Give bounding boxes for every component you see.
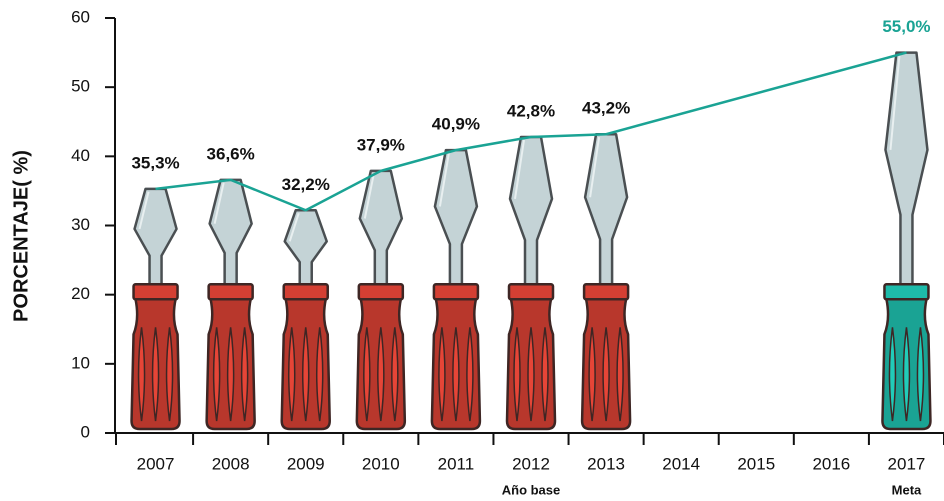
handle-groove	[226, 327, 235, 422]
x-tick-label: 2010	[362, 454, 400, 473]
handle-groove	[452, 327, 460, 422]
collar	[582, 283, 630, 301]
handle-groove	[240, 327, 249, 422]
x-tick-label: 2014	[662, 454, 700, 473]
screwdriver	[881, 51, 932, 431]
screwdriver	[505, 135, 557, 431]
handle-groove	[438, 327, 446, 422]
handle-groove	[363, 327, 371, 422]
y-tick-label: 10	[71, 353, 90, 372]
screwdriver	[430, 148, 482, 431]
y-tick-label: 0	[81, 422, 90, 441]
collar	[883, 283, 930, 301]
blade	[433, 148, 479, 286]
value-label: 37,9%	[357, 135, 405, 154]
blade	[133, 187, 178, 286]
collar	[357, 283, 405, 301]
blade	[884, 51, 929, 286]
value-label: 43,2%	[582, 99, 630, 118]
value-label: 36,6%	[207, 144, 255, 163]
handle-groove	[616, 327, 624, 422]
handle-groove	[888, 327, 897, 422]
handle-groove	[301, 327, 310, 422]
screwdriver	[580, 132, 632, 431]
handle-groove	[466, 327, 474, 422]
blade-edge	[514, 139, 525, 199]
blade	[583, 132, 629, 286]
handle-groove	[527, 327, 535, 422]
collar	[507, 283, 555, 301]
handle-groove	[151, 327, 160, 422]
value-label: 32,2%	[282, 175, 330, 194]
handle-groove	[602, 327, 610, 422]
handle-groove	[513, 327, 521, 422]
blade-edge	[589, 137, 601, 198]
collar	[132, 283, 179, 301]
x-tick-label: 2012	[512, 454, 550, 473]
blade-edge	[288, 212, 300, 242]
handle-groove	[391, 327, 399, 422]
blade	[208, 178, 253, 286]
line	[155, 51, 907, 212]
handle-groove	[588, 327, 596, 422]
y-tick-label: 60	[71, 7, 90, 26]
x-tick-label: 2009	[287, 454, 325, 473]
handle-groove	[916, 327, 925, 422]
handle-groove	[315, 327, 324, 422]
blade-edge	[213, 182, 225, 224]
value-label: 42,8%	[507, 101, 555, 120]
handle-groove	[902, 327, 911, 422]
handle-groove	[541, 327, 549, 422]
annotation: Meta	[892, 482, 922, 497]
collar	[207, 283, 254, 301]
collar	[432, 283, 480, 301]
blade-edge	[138, 191, 150, 230]
blade	[358, 169, 404, 286]
blade	[508, 135, 554, 286]
blade-edge	[438, 152, 450, 207]
value-label: 40,9%	[432, 115, 480, 134]
handle-groove	[212, 327, 221, 422]
y-tick-label: 40	[71, 146, 90, 165]
x-tick-label: 2017	[888, 454, 926, 473]
value-label: 55,0%	[882, 17, 930, 36]
x-tick-label: 2007	[137, 454, 175, 473]
y-axis-label: PORCENTAJE( %)	[10, 150, 32, 322]
x-tick-label: 2015	[737, 454, 775, 473]
blade-edge	[889, 55, 901, 150]
screwdriver	[205, 178, 256, 431]
annotation: Año base	[502, 482, 561, 497]
x-tick-label: 2016	[812, 454, 850, 473]
handle-groove	[377, 327, 385, 422]
handle-groove	[137, 327, 146, 422]
y-tick-label: 20	[71, 284, 90, 303]
handle-groove	[287, 327, 296, 422]
screwdriver	[355, 169, 407, 431]
y-tick-label: 30	[71, 215, 90, 234]
x-tick-label: 2013	[587, 454, 625, 473]
value-label: 35,3%	[131, 153, 179, 172]
blade	[283, 209, 328, 286]
x-tick-label: 2008	[212, 454, 250, 473]
collar	[282, 283, 329, 301]
screwdriver	[280, 209, 331, 431]
screwdriver	[130, 187, 181, 431]
x-tick-label: 2011	[438, 454, 475, 473]
blade-edge	[363, 173, 375, 219]
y-tick-label: 50	[71, 77, 90, 96]
handle-groove	[165, 327, 174, 422]
